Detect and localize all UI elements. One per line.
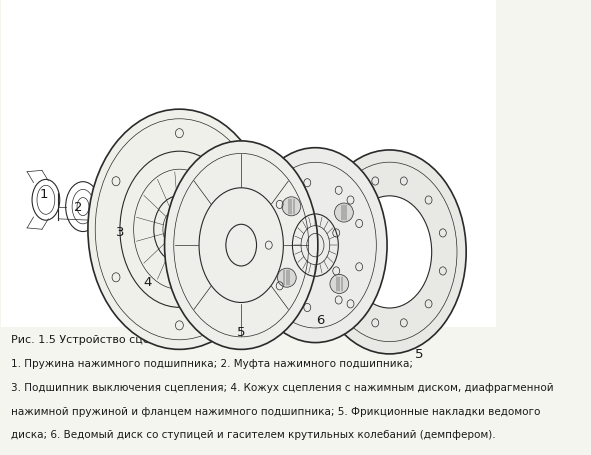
Text: 4: 4 [143,275,151,288]
Text: 1: 1 [39,187,48,200]
Ellipse shape [348,197,431,308]
Text: 6: 6 [316,313,324,327]
Ellipse shape [330,275,349,294]
Ellipse shape [277,268,296,288]
Ellipse shape [313,151,466,354]
FancyBboxPatch shape [1,1,496,327]
Text: нажимной пружиной и фланцем нажимного подшипника; 5. Фрикционные накладки ведомо: нажимной пружиной и фланцем нажимного по… [11,406,541,416]
Text: 3. Подшипник выключения сцепления; 4. Кожух сцепления с нажимным диском, диафраг: 3. Подшипник выключения сцепления; 4. Ко… [11,382,554,392]
Text: 5: 5 [237,325,245,338]
Ellipse shape [335,203,353,222]
Text: 3: 3 [116,226,124,238]
Ellipse shape [243,148,387,343]
Ellipse shape [88,110,271,349]
Text: 5: 5 [415,348,424,361]
Text: 2: 2 [74,201,82,214]
Text: диска; 6. Ведомый диск со ступицей и гасителем крутильных колебаний (демпфером).: диска; 6. Ведомый диск со ступицей и гас… [11,429,496,439]
Ellipse shape [282,197,301,217]
Text: 1. Пружина нажимного подшипника; 2. Муфта нажимного подшипника;: 1. Пружина нажимного подшипника; 2. Муфт… [11,359,413,369]
Text: Рис. 1.5 Устройство сцепления.: Рис. 1.5 Устройство сцепления. [11,334,196,344]
Ellipse shape [164,142,318,349]
